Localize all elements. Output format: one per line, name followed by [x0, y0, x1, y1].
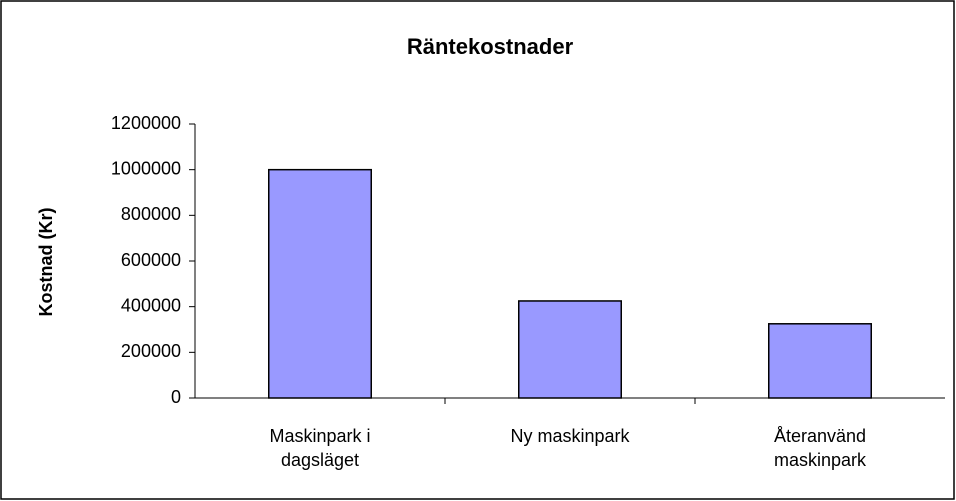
y-tick-label: 200000	[121, 341, 181, 361]
x-tick-label: Återanvänd maskinpark	[773, 426, 867, 470]
x-tick-label: Maskinpark i dagsläget	[269, 426, 371, 470]
y-axis-label: Kostnad (Kr)	[36, 208, 56, 317]
x-tick-label: Ny maskinpark	[510, 426, 630, 446]
chart-title: Räntekostnader	[407, 34, 574, 59]
y-tick-label: 800000	[121, 204, 181, 224]
y-tick-label: 1200000	[111, 113, 181, 133]
bar	[768, 323, 872, 399]
y-tick-label: 600000	[121, 250, 181, 270]
y-tick-label: 0	[171, 387, 181, 407]
y-tick-label: 1000000	[111, 158, 181, 178]
bar	[268, 168, 372, 399]
bar	[518, 300, 622, 399]
y-tick-label: 400000	[121, 295, 181, 315]
